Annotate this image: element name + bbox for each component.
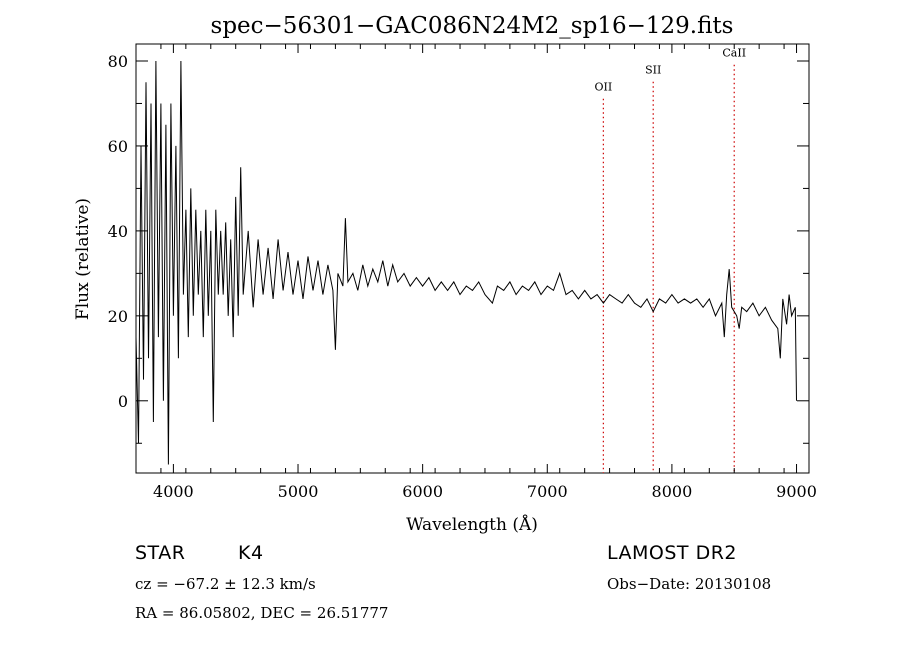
x-tick-label: 4000	[153, 482, 194, 501]
x-axis-label: Wavelength (Å)	[406, 514, 538, 535]
sky-coordinates: RA = 86.05802, DEC = 26.51777	[135, 604, 389, 622]
y-axis-ticks: 0 20 40 60 80	[108, 52, 809, 444]
x-tick-label: 9000	[776, 482, 817, 501]
x-tick-label: 7000	[527, 482, 568, 501]
spectral-line-label: CaII	[722, 47, 746, 60]
x-tick-label: 5000	[278, 482, 319, 501]
object-subclass: K4	[238, 542, 264, 564]
y-tick-label: 60	[108, 137, 128, 156]
y-tick-label: 40	[108, 222, 128, 241]
observation-date: Obs−Date: 20130108	[607, 575, 772, 593]
y-tick-label: 0	[118, 392, 128, 411]
survey-name: LAMOST DR2	[607, 542, 737, 564]
y-axis-label: Flux (relative)	[73, 198, 93, 320]
x-tick-label: 8000	[652, 482, 693, 501]
x-axis-ticks: 4000 5000 6000 7000 8000 9000	[135, 44, 817, 501]
redshift-velocity: cz = −67.2 ± 12.3 km/s	[135, 575, 316, 593]
y-tick-label: 20	[108, 307, 128, 326]
spectral-line-label: OII	[595, 81, 613, 94]
spectral-line-label: SII	[645, 64, 661, 77]
x-tick-label: 6000	[402, 482, 443, 501]
chart-title: spec−56301−GAC086N24M2_sp16−129.fits	[211, 13, 734, 39]
y-tick-label: 80	[108, 52, 128, 71]
spectrum-series-line	[135, 60, 797, 465]
object-class: STAR	[135, 542, 186, 564]
spectral-lines: OII SII CaII	[595, 47, 746, 473]
plot-frame	[135, 43, 810, 474]
